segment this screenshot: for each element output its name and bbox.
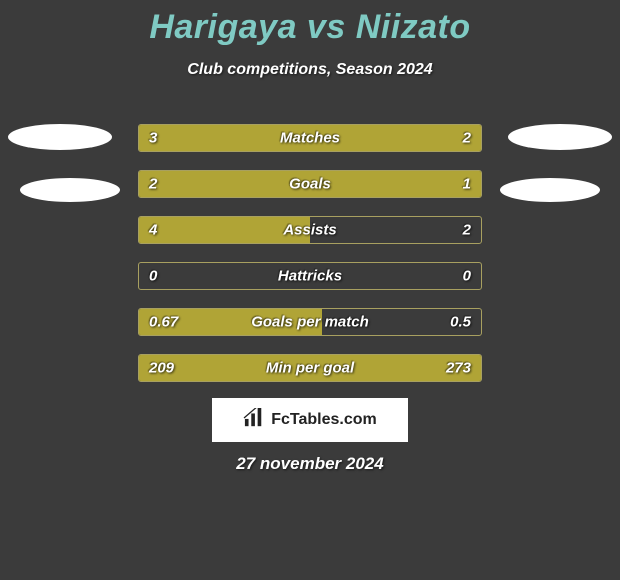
footer-date: 27 november 2024 <box>0 454 620 474</box>
stat-label: Min per goal <box>139 360 481 377</box>
stat-row: 21Goals <box>138 170 482 198</box>
player-right-photo-placeholder-1 <box>508 124 612 150</box>
stat-label: Assists <box>139 222 481 239</box>
player-right-photo-placeholder-2 <box>500 178 600 202</box>
page-subtitle: Club competitions, Season 2024 <box>0 61 620 79</box>
stat-row: 42Assists <box>138 216 482 244</box>
comparison-chart: 32Matches 21Goals 42Assists 00Hattricks 0.67… <box>138 124 482 400</box>
stat-row: 32Matches <box>138 124 482 152</box>
stat-label: Matches <box>139 130 481 147</box>
bar-chart-icon <box>243 408 265 433</box>
page-title: Harigaya vs Niizato <box>0 0 620 47</box>
brand-badge: FcTables.com <box>212 398 408 442</box>
player-left-photo-placeholder-2 <box>20 178 120 202</box>
stat-row: 209273Min per goal <box>138 354 482 382</box>
stat-label: Goals <box>139 176 481 193</box>
stat-label: Hattricks <box>139 268 481 285</box>
stat-row: 0.670.5Goals per match <box>138 308 482 336</box>
stat-row: 00Hattricks <box>138 262 482 290</box>
player-left-photo-placeholder-1 <box>8 124 112 150</box>
brand-text: FcTables.com <box>271 411 377 429</box>
stat-label: Goals per match <box>139 314 481 331</box>
